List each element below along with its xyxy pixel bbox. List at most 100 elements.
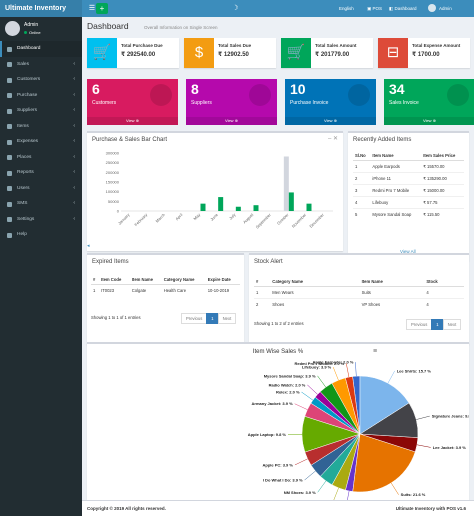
avatar [5,21,20,36]
sidebar-item-dashboard[interactable]: Dashboard [0,41,82,57]
collapse-arrow-icon[interactable]: ◂ [87,243,90,249]
table-header-row: # Item Code Item Name Category Name Expire D… [91,275,240,285]
bar[interactable] [200,203,206,211]
stat-count: 8 [191,81,199,97]
sidebar-item-label: Items [17,123,29,129]
stock-next-button[interactable]: Next [442,319,462,330]
column-header[interactable]: Stock [424,277,464,287]
sidebar-item-sms[interactable]: SMS ‹ [0,196,82,212]
pie-label: Lee Jacket: 3.9 % [433,445,467,450]
table-header-row: # Category Name Item Name Stock [254,277,464,287]
sidebar-item-purchase[interactable]: Purchase ‹ [0,88,82,104]
sidebar-item-items[interactable]: Items ‹ [0,119,82,135]
stat-view-link[interactable]: View ⊕ [87,117,178,125]
stat-count: 6 [92,81,100,97]
bar[interactable] [283,156,289,211]
table-cell: Shoes [270,298,360,310]
column-header[interactable]: Category Name [270,277,360,287]
column-header[interactable]: Item Sales Price [421,151,464,161]
sidebar-item-label: Suppliers [17,108,37,113]
column-header[interactable]: Item Name [359,277,425,287]
moon-icon[interactable]: ☽ [232,5,239,12]
pie-leader-line [346,490,350,502]
y-tick-label: 200000 [106,170,120,175]
chevron-left-icon: ‹ [73,215,75,222]
table-cell: 4 [353,196,371,209]
pie-slice[interactable] [352,433,416,493]
info-box-value: ₹ 292540.00 [121,52,156,58]
column-header[interactable]: Item Code [99,275,130,285]
expired-prev-button[interactable]: Previous [181,313,208,324]
column-header[interactable]: Item Name [370,151,422,161]
sidebar-item-label: Sales [17,61,29,67]
table-cell: 4 [424,286,464,299]
info-box: $ Total Sales Due ₹ 12902.50 [184,38,276,68]
column-header[interactable]: Category Name [161,275,206,285]
language-link[interactable]: English [339,6,354,11]
chevron-left-icon: ‹ [73,153,75,160]
pie-label: Armany Jacket: 3.9 % [252,401,294,406]
sidebar-item-settings[interactable]: Settings ‹ [0,212,82,228]
column-header[interactable]: Sl.No [353,151,371,161]
table-cell: 1 [254,286,271,299]
bar[interactable] [235,206,241,211]
x-tick-label: March [154,212,165,223]
bar[interactable] [253,205,259,211]
brand-logo[interactable]: Ultimate Inventory [0,0,82,17]
user-icon [7,186,12,191]
user-menu[interactable]: Admin [439,6,452,11]
sidebar-item-users[interactable]: Users ‹ [0,181,82,197]
stat-view-link[interactable]: View ⊕ [285,117,376,125]
sidebar-item-customers[interactable]: Customers ‹ [0,72,82,88]
user-avatar-icon[interactable] [428,4,436,12]
panel-tools-icon[interactable]: – ✕ [327,136,338,142]
expired-items-title: Expired Items [92,259,129,265]
chevron-left-icon: ‹ [73,138,75,144]
sidebar-item-help[interactable]: Help [0,227,82,243]
menu-icon[interactable]: ☰ [88,5,96,12]
table-cell: Suits [359,286,425,299]
column-header[interactable]: Item Name [129,275,162,285]
table-row: 4 Lifebuoy ₹ 57.75 [353,196,464,209]
sidebar-item-label: SMS [17,201,28,206]
table-cell: 3 [353,184,371,197]
table-cell: 5 [353,208,371,220]
stat-view-link[interactable]: View ⊕ [186,117,277,125]
envelope-icon [7,201,12,207]
pie-leader-line [294,458,308,466]
stat-view-link[interactable]: View ⊕ [384,117,474,125]
chart-menu-icon[interactable]: ≡ [373,348,378,355]
user-panel: Admin Online [0,17,82,41]
dashboard-link[interactable]: ◧ Dashboard [389,0,417,17]
sidebar: Admin Online Dashboard Sales ‹ Customers ‹ Pu… [0,17,82,516]
table-row: 1 IT0023 Colgate Health Care 10-10-2019 [91,284,240,296]
recent-items-panel: Recently Added Items Sl.No Item Name Item … [348,131,469,261]
sidebar-item-suppliers[interactable]: Suppliers ‹ [0,103,82,119]
stock-alert-title: Stock Alert [254,259,283,265]
bar[interactable] [306,203,312,211]
table-header-row: Sl.No Item Name Item Sales Price [353,151,464,161]
sidebar-item-places[interactable]: Places ‹ [0,150,82,166]
column-header[interactable]: Expire Date [205,275,240,285]
stock-prev-button[interactable]: Previous [406,319,433,330]
view-all-link[interactable]: View All [400,249,416,254]
pos-link[interactable]: ▣ POS [367,0,382,17]
main-content: Dashboard Overall Information on Single … [82,17,474,504]
bar-chart: 0 50000 100000 150000 200000 250000 300000 Janu… [106,151,333,230]
stat-box-customers: 6 Customers View ⊕ [87,79,178,125]
expired-next-button[interactable]: Next [217,313,237,324]
add-button[interactable]: + [96,3,108,14]
chevron-left-icon: ‹ [73,91,75,98]
sidebar-item-expenses[interactable]: Expenses ‹ [0,134,82,150]
sidebar-item-reports[interactable]: Reports ‹ [0,165,82,181]
bar[interactable] [288,192,294,211]
table-cell: Men Wears [270,286,360,299]
column-header[interactable]: # [254,277,271,287]
pie-leader-line [332,367,339,381]
pie-label: Rolex: 2.0 % [276,389,300,394]
column-header[interactable]: # [91,275,100,285]
table-cell: ₹ 115.50 [421,208,464,220]
pie-leader-line [304,470,316,481]
sidebar-item-sales[interactable]: Sales ‹ [0,57,82,73]
bar[interactable] [218,197,224,211]
